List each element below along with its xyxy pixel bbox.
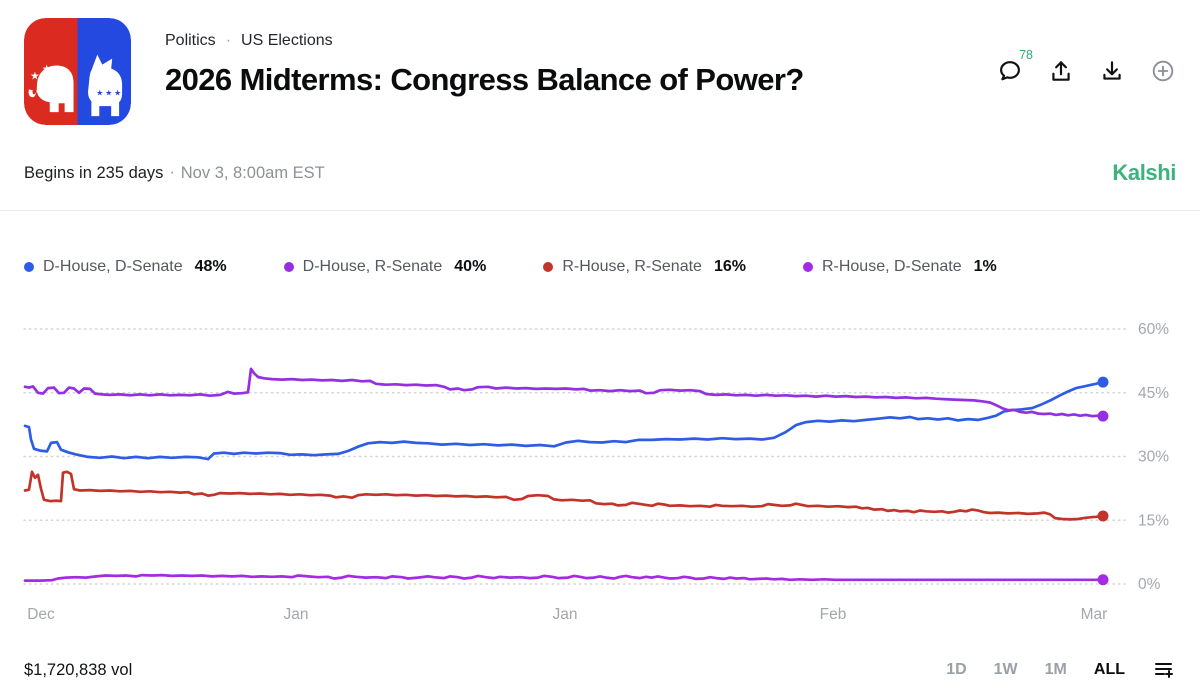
comments-count-badge: 78 [1019, 48, 1033, 62]
market-logo: ★ ★ ★ ★ ★ [24, 18, 131, 125]
legend-label: R-House, R-Senate [562, 258, 702, 275]
parties-logo-image: ★ ★ ★ ★ ★ [24, 18, 131, 125]
legend-item-r-house-r-senate[interactable]: R-House, R-Senate 16% [543, 258, 746, 276]
range-button-1m[interactable]: 1M [1044, 661, 1067, 678]
download-icon [1103, 61, 1121, 80]
breadcrumb: Politics · US Elections [165, 32, 997, 50]
footer: $1,720,838 vol 1D 1W 1M ALL [24, 658, 1176, 682]
legend-item-r-house-d-senate[interactable]: R-House, D-Senate 1% [802, 258, 997, 276]
series-endpoint-d-house-d-senate [1097, 376, 1109, 388]
legend-dot-icon [543, 262, 554, 272]
legend-item-d-house-r-senate[interactable]: D-House, R-Senate 40% [283, 258, 487, 276]
series-line-d-house-r-senate[interactable] [23, 367, 1105, 418]
series-line-d-house-d-senate[interactable] [23, 380, 1105, 461]
comments-button[interactable]: 78 [997, 48, 1033, 84]
page-title: 2026 Midterms: Congress Balance of Power… [165, 62, 804, 97]
volume-label: $1,720,838 vol [24, 660, 133, 679]
x-tick-label: Dec [27, 606, 55, 623]
price-chart[interactable]: 60% 45% 30% 15% 0% Dec Jan Jan Feb Mar [0, 300, 1200, 640]
add-to-watchlist-icon[interactable] [1152, 658, 1176, 682]
meta-separator: · [169, 164, 175, 181]
legend-label: R-House, D-Senate [821, 258, 962, 275]
y-tick-label: 45% [1138, 385, 1169, 402]
x-tick-label: Jan [284, 606, 309, 623]
y-tick-label: 15% [1138, 512, 1169, 529]
begins-label: Begins in 235 days [24, 163, 164, 182]
series-line-r-house-r-senate[interactable] [23, 470, 1105, 521]
legend-value: 16% [713, 258, 746, 275]
plus-circle-icon [1152, 60, 1174, 82]
series-endpoint-r-house-r-senate [1097, 510, 1109, 522]
y-tick-label: 60% [1138, 321, 1169, 338]
x-tick-label: Jan [553, 606, 578, 623]
range-button-all[interactable]: ALL [1093, 661, 1125, 678]
chart-area[interactable]: 60% 45% 30% 15% 0% Dec Jan Jan Feb Mar [0, 300, 1200, 640]
elephant-star: ★ [42, 63, 52, 75]
legend-dot-icon [283, 262, 294, 272]
event-datetime: Nov 3, 8:00am EST [180, 163, 325, 182]
comment-icon [1000, 61, 1020, 81]
breadcrumb-us-elections[interactable]: US Elections [241, 32, 333, 49]
breadcrumb-separator: · [225, 32, 232, 49]
donkey-star: ★ [96, 88, 103, 97]
series-endpoint-d-house-r-senate [1097, 410, 1109, 422]
breadcrumb-politics[interactable]: Politics [165, 32, 216, 49]
legend-value: 40% [454, 258, 487, 275]
legend-value: 48% [194, 258, 227, 275]
header-text: Politics · US Elections 2026 Midterms: C… [165, 18, 997, 125]
y-tick-label: 0% [1138, 576, 1161, 593]
legend-value: 1% [973, 258, 997, 275]
legend-label: D-House, D-Senate [43, 258, 183, 275]
legend-label: D-House, R-Senate [302, 258, 443, 275]
kalshi-logo: Kalshi [1112, 160, 1176, 185]
x-tick-label: Feb [820, 606, 847, 623]
legend-item-d-house-d-senate[interactable]: D-House, D-Senate 48% [24, 258, 227, 276]
series-endpoint-r-house-d-senate [1097, 574, 1109, 586]
legend-dot-icon [802, 262, 813, 272]
header-actions: 78 [997, 18, 1176, 125]
elephant-star: ★ [30, 70, 40, 82]
time-range-selector: 1D 1W 1M ALL [946, 661, 1125, 679]
donkey-star: ★ [105, 88, 112, 97]
share-button[interactable] [1048, 58, 1074, 84]
legend-dot-icon [24, 262, 34, 272]
series-line-r-house-d-senate[interactable] [23, 573, 1105, 582]
chart-legend: D-House, D-Senate 48% D-House, R-Senate 40%… [24, 258, 997, 276]
download-button[interactable] [1099, 58, 1125, 84]
add-button[interactable] [1150, 58, 1176, 84]
header: ★ ★ ★ ★ ★ Politics · US Elections 2026 M… [24, 18, 1176, 125]
donkey-icon [88, 54, 123, 117]
elephant-icon [28, 65, 74, 113]
share-upload-icon [1052, 61, 1070, 81]
divider [0, 210, 1200, 211]
donkey-star: ★ [114, 88, 121, 97]
range-button-1w[interactable]: 1W [993, 661, 1018, 678]
y-tick-label: 30% [1138, 449, 1169, 466]
x-tick-label: Mar [1081, 606, 1108, 623]
meta-row: Begins in 235 days · Nov 3, 8:00am EST K… [24, 160, 1176, 186]
range-button-1d[interactable]: 1D [946, 661, 967, 678]
